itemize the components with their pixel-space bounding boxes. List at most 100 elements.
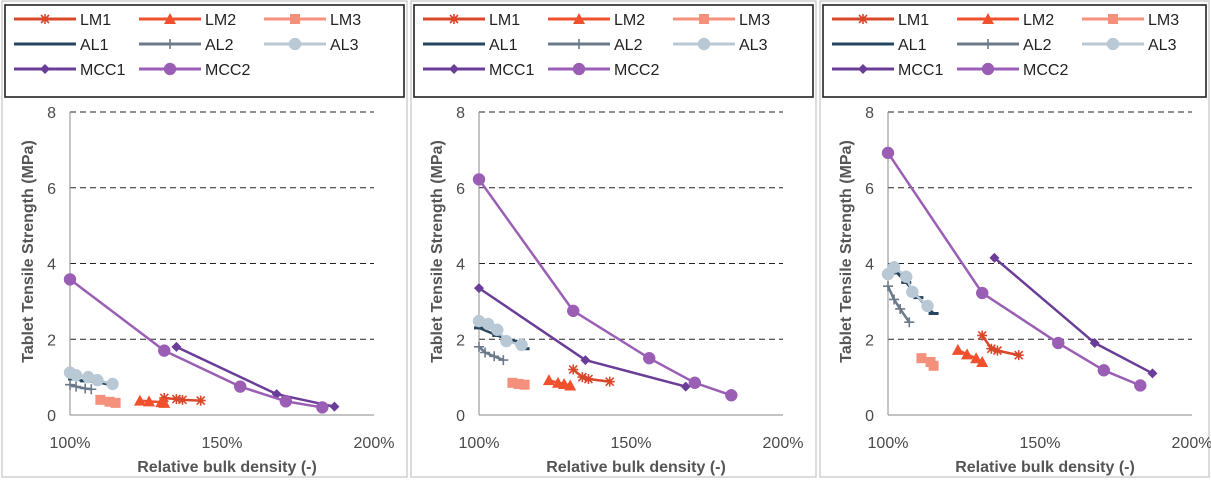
series-lm2 bbox=[951, 343, 989, 367]
legend-item: MCC1 bbox=[14, 62, 125, 79]
data-point bbox=[928, 360, 939, 371]
legend: LM1 LM2 LM3 AL1 AL2 AL3 MCC1 MCC2 bbox=[822, 4, 1207, 98]
data-point bbox=[490, 323, 504, 337]
legend-marker-icon bbox=[449, 64, 459, 74]
x-axis-label: Relative bulk density (-) bbox=[546, 459, 726, 476]
legend-label: AL2 bbox=[1023, 37, 1052, 54]
data-point bbox=[916, 353, 927, 364]
legend-item: AL2 bbox=[548, 37, 643, 54]
series-mcc2 bbox=[63, 273, 329, 414]
data-point bbox=[961, 348, 974, 360]
legend: LM1 LM2 LM3 AL1 AL2 AL3 MCC1 MCC2 bbox=[413, 4, 814, 98]
legend-item: LM2 bbox=[548, 12, 645, 29]
data-point bbox=[951, 343, 964, 355]
legend-label: LM3 bbox=[330, 12, 361, 29]
data-point bbox=[604, 376, 615, 387]
y-axis-label: Tablet Tensile Strength (MPa) bbox=[20, 140, 37, 363]
data-point bbox=[133, 394, 146, 406]
y-tick-label: 2 bbox=[865, 332, 874, 349]
data-point bbox=[63, 273, 77, 286]
data-point bbox=[583, 374, 594, 385]
x-tick-label: 150% bbox=[611, 435, 652, 452]
legend-item: LM2 bbox=[957, 12, 1054, 29]
data-point bbox=[329, 401, 340, 412]
data-point bbox=[507, 377, 518, 388]
chart-svg-3: LM1 LM2 LM3 AL1 AL2 AL3 MCC1 MCC2 0 2 4 6 8 100% 150% 2… bbox=[819, 0, 1211, 478]
data-point bbox=[474, 341, 484, 352]
x-axis-label: Relative bulk density (-) bbox=[137, 459, 317, 476]
legend-marker-icon bbox=[573, 13, 585, 24]
legend-marker-icon bbox=[858, 14, 868, 24]
legend-marker-icon bbox=[699, 14, 709, 24]
legend-item: LM1 bbox=[423, 12, 520, 29]
legend-label: AL1 bbox=[80, 37, 109, 54]
data-point bbox=[95, 394, 106, 405]
legend-label: AL1 bbox=[489, 37, 518, 54]
x-tick-label: 100% bbox=[50, 435, 91, 452]
legend-marker-icon bbox=[165, 39, 175, 49]
legend-item: MCC2 bbox=[957, 62, 1068, 79]
series-lm3 bbox=[95, 394, 121, 408]
series-lm3 bbox=[916, 353, 939, 371]
x-tick-label: 150% bbox=[1020, 435, 1061, 452]
data-point bbox=[143, 395, 156, 407]
y-tick-label: 6 bbox=[865, 181, 874, 198]
y-tick-label: 8 bbox=[865, 105, 874, 122]
x-tick-label: 100% bbox=[868, 435, 909, 452]
series-group bbox=[881, 146, 1158, 392]
legend-item: AL2 bbox=[139, 37, 234, 54]
legend-label: LM2 bbox=[614, 12, 645, 29]
legend-label: LM3 bbox=[1148, 12, 1179, 29]
y-tick-label: 8 bbox=[456, 105, 465, 122]
data-point bbox=[1097, 364, 1111, 377]
legend-marker-icon bbox=[697, 37, 711, 51]
data-point bbox=[474, 283, 484, 294]
data-point bbox=[564, 379, 577, 391]
data-point bbox=[498, 355, 509, 366]
legend-label: LM1 bbox=[80, 12, 111, 29]
chart-panel-3: LM1 LM2 LM3 AL1 AL2 AL3 MCC1 MCC2 0 2 4 6 8 100% 150% 2… bbox=[818, 0, 1211, 480]
legend-item: AL3 bbox=[1082, 37, 1177, 54]
legend-label: LM2 bbox=[1023, 12, 1054, 29]
data-point bbox=[481, 317, 495, 331]
data-point bbox=[69, 368, 83, 382]
data-point bbox=[977, 330, 988, 341]
series-al3 bbox=[881, 261, 934, 313]
data-point bbox=[177, 394, 188, 405]
legend-label: LM1 bbox=[898, 12, 929, 29]
legend-marker-icon bbox=[1106, 37, 1120, 51]
data-point bbox=[921, 299, 934, 313]
data-point bbox=[986, 343, 997, 354]
data-point bbox=[1134, 379, 1147, 392]
data-point bbox=[104, 396, 115, 407]
legend-label: AL2 bbox=[205, 37, 234, 54]
series-line bbox=[981, 334, 1019, 357]
data-point bbox=[1013, 350, 1024, 361]
series-lm2 bbox=[133, 394, 171, 408]
legend-marker-icon bbox=[163, 62, 177, 76]
legend-marker-icon bbox=[982, 13, 994, 24]
data-point bbox=[472, 173, 486, 186]
x-tick-label: 150% bbox=[202, 435, 243, 452]
legend-item: LM2 bbox=[139, 12, 236, 29]
data-point bbox=[680, 381, 691, 392]
data-point bbox=[889, 294, 900, 305]
y-tick-label: 8 bbox=[47, 105, 56, 122]
y-tick-label: 4 bbox=[47, 257, 56, 274]
data-point bbox=[989, 252, 1000, 263]
data-point bbox=[279, 395, 293, 408]
data-point bbox=[975, 286, 989, 300]
legend-item: MCC2 bbox=[548, 62, 659, 79]
series-mcc1 bbox=[171, 341, 340, 412]
legend-marker-icon bbox=[290, 14, 300, 24]
series-line bbox=[478, 345, 504, 362]
legend-label: AL3 bbox=[1148, 37, 1177, 54]
y-axis-label: Tablet Tensile Strength (MPa) bbox=[429, 140, 446, 363]
series-group bbox=[63, 273, 340, 414]
x-tick-label: 100% bbox=[459, 435, 500, 452]
series-lm1 bbox=[568, 364, 615, 387]
legend-label: LM1 bbox=[489, 12, 520, 29]
legend-item: AL3 bbox=[264, 37, 359, 54]
data-point bbox=[887, 261, 901, 274]
series-mcc1 bbox=[474, 283, 691, 392]
